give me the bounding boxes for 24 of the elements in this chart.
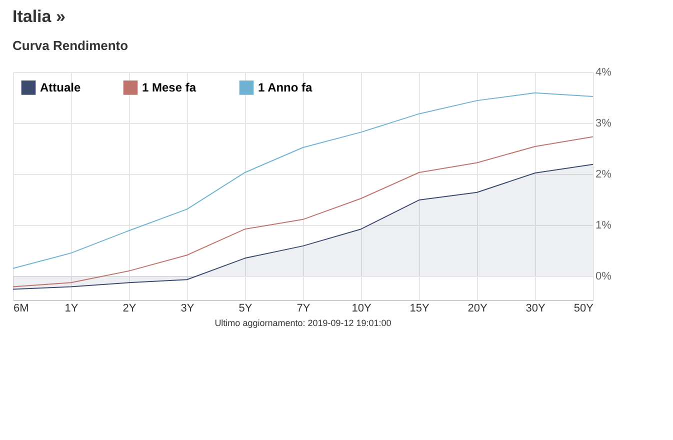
x-tick-label: 50Y — [574, 302, 594, 314]
legend-label: Attuale — [40, 80, 81, 95]
legend-label: 1 Mese fa — [142, 80, 196, 95]
y-tick-label: 2% — [596, 168, 612, 181]
y-tick-label: 0% — [596, 270, 612, 283]
x-tick-label: 5Y — [238, 302, 253, 314]
y-tick-label: 3% — [596, 118, 612, 130]
x-tick-label: 6M — [14, 302, 29, 314]
x-tick-label: 20Y — [468, 302, 488, 314]
y-tick-label: 1% — [596, 220, 612, 232]
line-series — [12, 92, 594, 269]
chart-title: Italia » — [12, 7, 66, 26]
y-tick-label: 4% — [596, 66, 612, 78]
x-tick-label: 1Y — [64, 302, 79, 314]
x-tick-label: 10Y — [352, 302, 372, 314]
line-series — [12, 136, 594, 288]
x-tick-label: 2Y — [122, 302, 137, 314]
chart-subtitle: Curva Rendimento — [12, 38, 128, 53]
x-tick-label: 30Y — [526, 302, 546, 314]
legend-label: 1 Anno fa — [258, 80, 313, 95]
x-tick-label: 15Y — [410, 302, 430, 314]
text: Ultimo aggiornamento: 2019-09-12 19:01:00 — [214, 318, 392, 328]
x-tick-label: 7Y — [296, 302, 311, 314]
x-tick-label: 3Y — [180, 302, 195, 314]
